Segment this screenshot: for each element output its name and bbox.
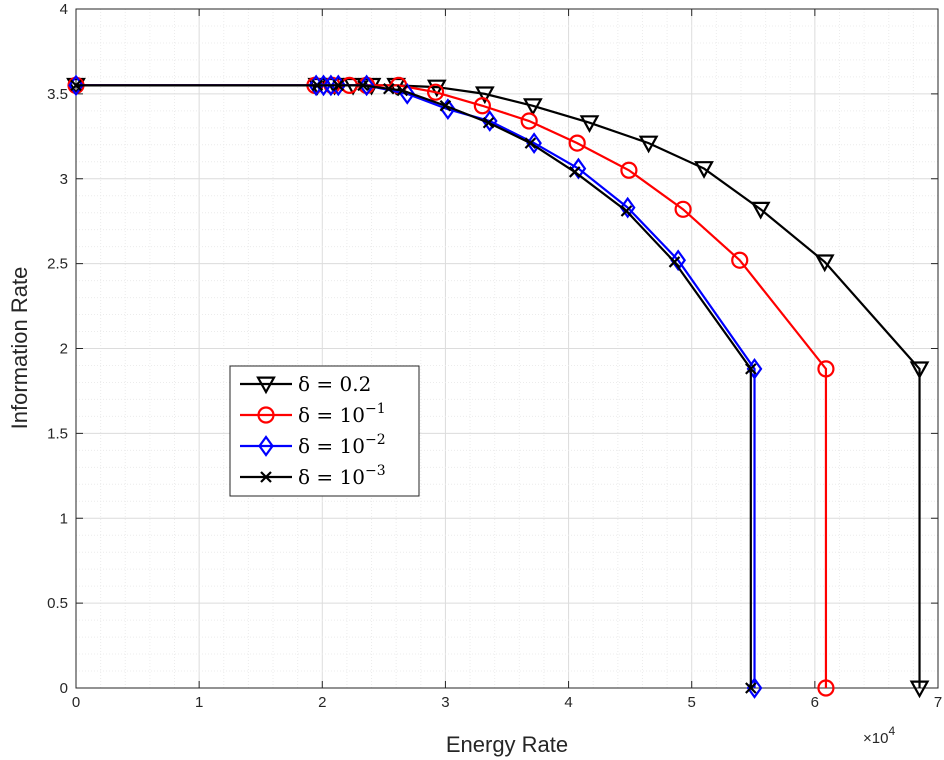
y-axis-label: Information Rate: [7, 267, 32, 430]
legend: δ = 0.2δ = 10−1δ = 10−2δ = 10−3: [229, 365, 420, 497]
x-tick-label: 1: [195, 694, 203, 711]
x-tick-label: 7: [934, 694, 942, 711]
y-tick-label: 3.5: [47, 86, 68, 103]
y-tick-label: 2.5: [47, 256, 68, 273]
data-point: [568, 166, 581, 178]
data-point: [579, 115, 600, 133]
data-point: [473, 97, 491, 115]
data-point: [746, 357, 763, 380]
data-point: [620, 161, 638, 179]
data-point: [817, 360, 835, 378]
data-point: [311, 79, 324, 92]
data-point: [524, 137, 537, 149]
data-point: [474, 86, 495, 105]
x-tick-label: 4: [564, 694, 572, 711]
y-tick-label: 0.5: [47, 595, 68, 612]
series-line: [76, 84, 752, 688]
data-point: [522, 98, 543, 117]
data-point: [439, 99, 452, 112]
y-tick-label: 3: [60, 171, 68, 188]
data-point: [745, 682, 757, 694]
data-point: [70, 79, 82, 92]
legend-label-base: δ = 10: [298, 465, 365, 489]
data-point: [357, 79, 369, 92]
data-point: [396, 84, 409, 97]
x-tick-label: 2: [318, 694, 326, 711]
data-point: [383, 83, 395, 95]
data-point: [568, 134, 586, 152]
legend-marker: [257, 406, 275, 424]
x-exponent-base: ×10: [863, 730, 888, 747]
x-axis-label: Energy Rate: [446, 732, 568, 757]
legend-entry: δ = 10−1: [240, 401, 386, 427]
legend-entry: δ = 10−3: [240, 463, 386, 489]
data-point: [358, 74, 375, 97]
data-point: [909, 361, 930, 380]
ticks-layer: 0 1 2 3 4 5 6 7 0 0.5 1 1.5 2 2.5 3 3.5 4: [47, 1, 942, 711]
legend-label: δ = 10−2: [298, 432, 386, 458]
legend-label-exponent: −3: [365, 463, 386, 479]
data-point: [745, 363, 757, 375]
data-point: [750, 201, 771, 220]
data-point: [814, 254, 835, 273]
data-point: [817, 679, 835, 697]
legend-label-base: δ = 10: [298, 403, 365, 427]
x-tick-label: 3: [441, 694, 449, 711]
y-tick-label: 2: [60, 341, 68, 358]
data-point: [694, 161, 714, 179]
x-tick-label: 0: [72, 694, 80, 711]
data-point: [731, 251, 749, 269]
x-tick-label: 5: [688, 694, 696, 711]
data-point: [332, 79, 345, 92]
y-tick-label: 1.5: [47, 425, 68, 442]
legend-entry: δ = 10−2: [240, 432, 386, 458]
data-point: [909, 680, 930, 699]
legend-label: δ = 10−1: [298, 401, 386, 427]
data-point: [520, 112, 538, 130]
legend-entry: δ = 0.2: [240, 372, 371, 396]
legend-marker: [258, 435, 274, 457]
series-line: [76, 84, 921, 688]
legend-label-exponent: −2: [365, 432, 386, 448]
legend-label-base: δ = 10: [298, 434, 365, 458]
data-point: [668, 256, 681, 268]
legend-label: δ = 0.2: [298, 372, 371, 396]
legend-label-base: δ = 0.2: [298, 372, 371, 396]
legend-marker: [256, 376, 276, 395]
data-point: [620, 205, 633, 217]
x-tick-label: 6: [811, 694, 819, 711]
y-tick-label: 1: [60, 510, 68, 527]
data-point: [482, 116, 495, 129]
data-point: [619, 196, 636, 219]
legend-entries: δ = 0.2δ = 10−1δ = 10−2δ = 10−3: [240, 372, 386, 489]
x-exponent: ×104: [863, 724, 895, 747]
series-4: [70, 79, 757, 694]
y-tick-label: 4: [60, 1, 68, 18]
legend-box: [229, 365, 420, 497]
data-point: [638, 135, 659, 154]
data-point: [481, 110, 498, 132]
legend-label: δ = 10−3: [298, 463, 386, 489]
legend-label-exponent: −1: [365, 401, 386, 417]
y-tick-label: 0: [60, 680, 68, 697]
legend-marker: [260, 471, 272, 483]
series-layer: [66, 74, 930, 699]
data-point: [426, 83, 445, 101]
data-point: [526, 132, 542, 154]
data-point: [670, 249, 687, 272]
data-point: [570, 157, 587, 180]
data-point: [674, 200, 692, 218]
x-exponent-power: 4: [888, 724, 895, 738]
